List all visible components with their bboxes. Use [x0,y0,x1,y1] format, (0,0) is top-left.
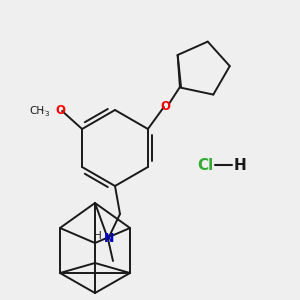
Text: 3: 3 [44,110,49,116]
Text: N: N [104,232,114,245]
Text: Cl: Cl [197,158,213,172]
Text: CH: CH [29,106,44,116]
Text: H: H [94,231,102,241]
Text: O: O [160,100,170,113]
Text: O: O [55,103,65,116]
Text: H: H [234,158,246,172]
Text: methoxy: methoxy [41,110,47,111]
